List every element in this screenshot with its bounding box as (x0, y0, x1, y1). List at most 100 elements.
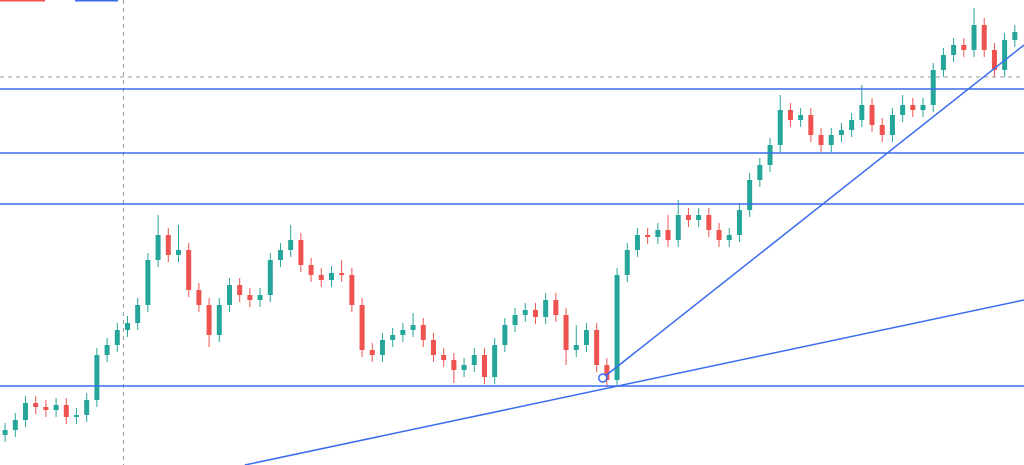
candle-body (706, 215, 712, 230)
candle-body (726, 235, 732, 240)
candle-body (461, 365, 467, 370)
candle-body (441, 355, 447, 360)
candle-body (634, 235, 640, 250)
candle-body (247, 295, 253, 300)
candle-body (573, 345, 579, 350)
candle-body (124, 323, 130, 330)
candle-body (216, 305, 222, 335)
candle-body (155, 235, 161, 260)
candle-body (288, 240, 294, 250)
candle-body (849, 120, 855, 130)
candle-body (400, 330, 406, 335)
candle-body (543, 300, 549, 317)
candle-body (206, 305, 212, 335)
candle-body (430, 340, 436, 355)
candle-body (226, 285, 232, 305)
candle-body (114, 330, 120, 345)
candle-body (951, 45, 957, 55)
candle-body (808, 115, 814, 135)
candle-body (186, 250, 192, 290)
candle-body (359, 305, 365, 350)
candle-body (563, 315, 569, 350)
trend-anchor (598, 373, 608, 383)
candle-body (196, 290, 202, 305)
candle-body (104, 345, 110, 355)
candle-body (655, 230, 661, 237)
candle-body (767, 145, 773, 165)
candle-body (675, 215, 681, 240)
candle-body (73, 415, 79, 417)
candle-body (237, 285, 243, 295)
candle-body (175, 250, 181, 255)
candle-body (1002, 40, 1008, 70)
candle-body (604, 365, 610, 380)
candle-body (900, 105, 906, 115)
candle-body (940, 55, 946, 70)
candle-body (583, 330, 589, 345)
candle-body (84, 400, 90, 415)
candle-body (981, 25, 987, 50)
candle-body (930, 70, 936, 105)
candle-body (665, 230, 671, 240)
candle-body (308, 265, 314, 275)
candle-body (522, 310, 528, 315)
candle-body (298, 240, 304, 265)
candle-body (798, 115, 804, 120)
candle-body (910, 105, 916, 110)
candle-body (1012, 32, 1018, 40)
candle-body (267, 260, 273, 295)
candle-body (736, 210, 742, 235)
candle-body (492, 345, 498, 377)
candle-body (481, 355, 487, 377)
candle-body (991, 50, 997, 70)
candle-body (614, 275, 620, 380)
candle-body (879, 125, 885, 135)
candle-body (12, 420, 18, 430)
candle-body (502, 325, 508, 345)
candle-body (145, 260, 151, 305)
candle-body (757, 165, 763, 180)
candle-body (716, 230, 722, 240)
candle-body (43, 407, 49, 410)
candle-body (390, 335, 396, 340)
candle-body (33, 403, 39, 407)
candle-body (349, 275, 355, 305)
candle-body (165, 235, 171, 255)
candle-body (471, 355, 477, 365)
candle-body (787, 110, 793, 120)
candle-body (828, 135, 834, 145)
candle-body (379, 340, 385, 355)
candle-body (777, 110, 783, 145)
candle-body (410, 325, 416, 330)
candle-body (971, 25, 977, 50)
candle-body (553, 300, 559, 315)
candle-body (961, 45, 967, 50)
candle-body (594, 330, 600, 365)
candle-body (328, 273, 334, 280)
candle-body (696, 215, 702, 220)
candle-body (818, 135, 824, 145)
candle-body (318, 275, 324, 280)
candle-body (685, 215, 691, 220)
candle-body (747, 180, 753, 210)
candle-body (420, 325, 426, 340)
candle-body (257, 295, 263, 300)
candle-body (920, 105, 926, 110)
candle-body (22, 403, 28, 420)
candle-body (53, 405, 59, 410)
candle-body (869, 105, 875, 125)
trend-line (602, 44, 1024, 379)
candle-body (624, 250, 630, 275)
candle-body (645, 235, 651, 237)
trend-line (244, 299, 1024, 465)
candle-body (859, 105, 865, 120)
candle-body (838, 130, 844, 135)
candle-body (369, 350, 375, 355)
candle-body (339, 273, 345, 275)
candle-body (2, 430, 8, 435)
candle-body (277, 250, 283, 260)
candle-body (889, 115, 895, 135)
candle-body (512, 315, 518, 325)
